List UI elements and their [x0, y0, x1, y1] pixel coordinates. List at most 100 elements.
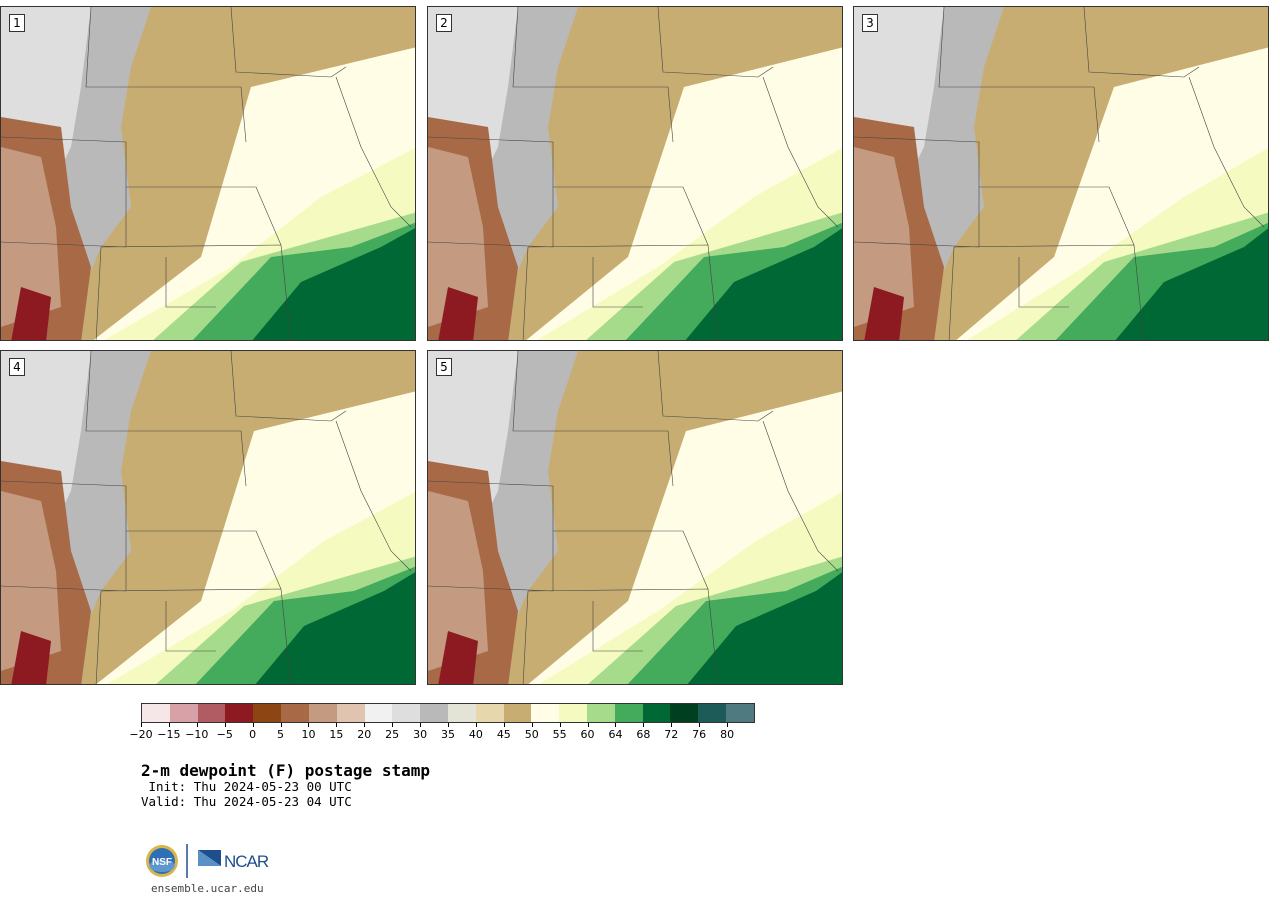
state-border-line [854, 136, 980, 248]
state-border-line [1083, 7, 1200, 78]
colorbar-tick-label: 40 [468, 728, 483, 741]
state-border-line [553, 530, 709, 590]
colorbar-tick [699, 723, 701, 727]
colorbar-tick-labels: −20 −15 −10 −5 0 5 10 15 20 25 30 35 40 45 50 55 60 64 68 7… [129, 723, 755, 747]
colorbar-tick-label: 20 [357, 728, 372, 741]
colorbar-tick [196, 723, 198, 727]
colorbar-tick-label: −10 [185, 728, 209, 741]
state-border-line [335, 420, 412, 572]
colorbar-tick [531, 723, 533, 727]
state-border-line [592, 257, 643, 308]
colorbar-tick [308, 723, 310, 727]
colorbar-tick-label: 0 [249, 728, 257, 741]
colorbar-tick-label: −5 [216, 728, 233, 741]
init-time: Init: Thu 2024-05-23 00 UTC [141, 779, 352, 794]
colorbar-tick-label: 50 [524, 728, 539, 741]
colorbar-swatch [726, 704, 754, 722]
colorbar-swatch [392, 704, 421, 722]
colorbar-swatch [169, 704, 198, 722]
colorbar-tick-label: 80 [720, 728, 735, 741]
logo-area: NSF NCAR [143, 842, 283, 882]
colorbar-swatch [642, 704, 671, 722]
colorbar-tick-label: 72 [664, 728, 679, 741]
state-border-line [85, 7, 247, 143]
darkred-region [438, 631, 478, 684]
colorbar-tick [336, 723, 338, 727]
ensemble-member-panel-4: 4 [0, 350, 416, 685]
panel-number-label: 3 [862, 14, 878, 32]
state-border-line [1, 136, 127, 248]
state-border-line [979, 186, 1135, 246]
lightbrown-region [854, 147, 914, 327]
colorbar-swatch [447, 704, 476, 722]
colorbar-tick-label: 30 [413, 728, 428, 741]
darkgreen-region [252, 228, 415, 340]
state-border-line [1018, 257, 1069, 308]
state-border-line [512, 351, 674, 487]
state-border-line [126, 186, 282, 246]
darkgreen-region [685, 228, 842, 340]
dewpoint-map [854, 7, 1268, 340]
colorbar-tick [559, 723, 561, 727]
state-border-line [762, 420, 839, 572]
state-border-line [762, 76, 839, 228]
colorbar-swatch [614, 704, 643, 722]
state-border-line [1, 480, 127, 592]
state-border-line [938, 7, 1100, 143]
colorbar-swatch [281, 704, 309, 722]
colorbar-swatch [142, 704, 170, 722]
state-border-line [165, 601, 216, 652]
state-border-line [657, 351, 774, 422]
colorbar-swatch [420, 704, 448, 722]
colorbar-tick [364, 723, 366, 727]
colorbar-tick-label: 15 [329, 728, 344, 741]
colorbar-tick-label: 76 [692, 728, 707, 741]
colorbar-tick [475, 723, 477, 727]
colorbar-tick [420, 723, 422, 727]
ensemble-member-panel-1: 1 [0, 6, 416, 341]
dewpoint-map [1, 7, 415, 340]
state-border-line [335, 76, 412, 228]
darkgreen-region [1115, 228, 1268, 340]
darkred-region [438, 287, 478, 340]
colorbar-swatch [364, 704, 393, 722]
colorbar-swatch [225, 704, 254, 722]
state-border-line [512, 7, 674, 143]
colorbar-tick-label: 35 [441, 728, 455, 741]
colorbar-swatch [503, 704, 532, 722]
colorbar-swatch [336, 704, 365, 722]
darkgreen-region [687, 572, 842, 684]
colorbar-tick [392, 723, 394, 727]
colorbar-swatch [253, 704, 282, 722]
colorbar-tick [448, 723, 449, 727]
lightbrown-region [1, 147, 61, 327]
colorbar-tick [252, 723, 254, 727]
colorbar-tick-label: 64 [608, 728, 623, 741]
state-border-line [428, 480, 554, 592]
ensemble-member-panel-3: 3 [853, 6, 1269, 341]
colorbar-swatch [587, 704, 615, 722]
darkgreen-region [255, 572, 415, 684]
valid-time: Valid: Thu 2024-05-23 04 UTC [141, 794, 352, 809]
dewpoint-map [428, 351, 842, 684]
dewpoint-colorbar [141, 703, 755, 723]
colorbar-tick-label: −20 [129, 728, 153, 741]
lightbrown-region [1, 491, 61, 671]
colorbar-tick [280, 723, 282, 727]
state-border-line [95, 246, 102, 340]
state-border-line [522, 590, 529, 684]
state-border-line [230, 7, 347, 78]
state-border-line [553, 186, 709, 246]
colorbar-swatch [531, 704, 560, 722]
ensemble-member-panel-5: 5 [427, 350, 843, 685]
colorbar-tick-label: 68 [636, 728, 651, 741]
state-border-line [85, 351, 247, 487]
colorbar-tick-label: −15 [157, 728, 181, 741]
panel-number-label: 2 [436, 14, 452, 32]
colorbar-tick [168, 723, 170, 727]
colorbar-swatch [308, 704, 337, 722]
state-border-line [522, 246, 529, 340]
state-border-line [230, 351, 347, 422]
colorbar-tick-label: 25 [385, 728, 400, 741]
state-border-line [948, 246, 955, 340]
